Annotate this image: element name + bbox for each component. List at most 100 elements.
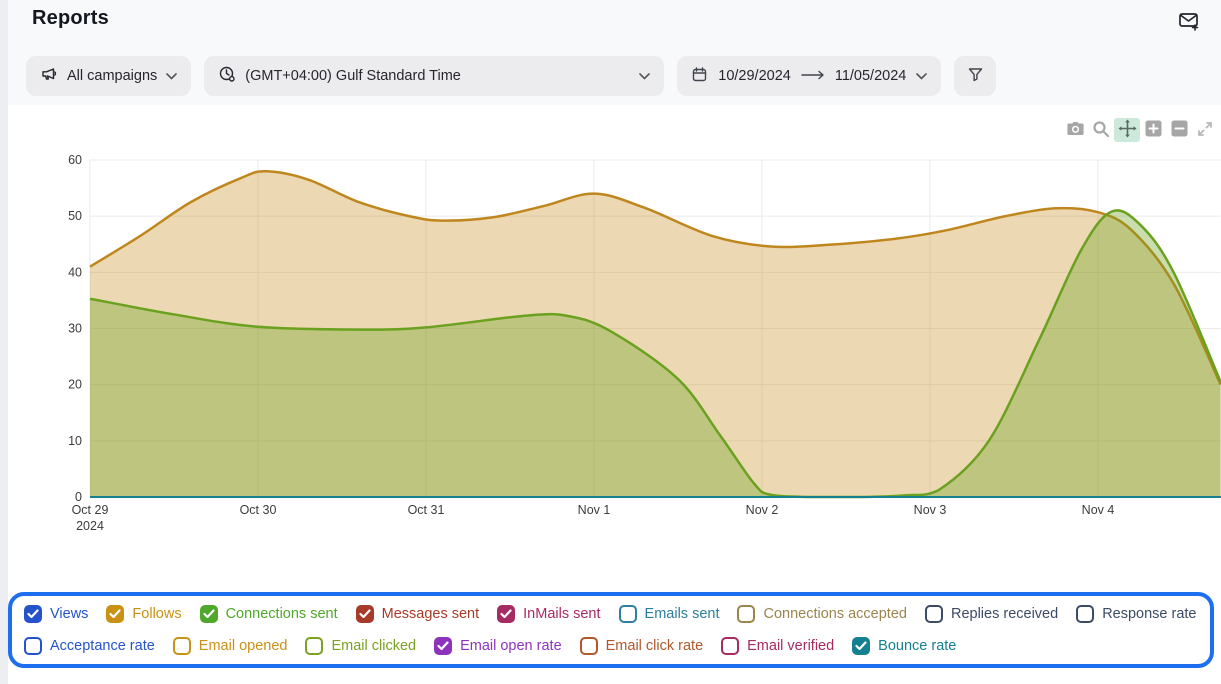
chart-modebar: [1062, 118, 1218, 142]
minus-square-icon: [1171, 120, 1188, 140]
box-zoom-button[interactable]: [1088, 118, 1114, 142]
checkbox-email-clicked[interactable]: [305, 637, 324, 655]
series-connections-sent-line: [89, 209, 1221, 499]
zoom-out-button[interactable]: [1166, 118, 1192, 142]
legend-item-email-open-rate[interactable]: Email open rate: [434, 630, 562, 662]
legend-label: Acceptance rate: [50, 638, 155, 654]
checkmark-icon: [359, 609, 371, 619]
checkbox-replies-received[interactable]: [924, 605, 943, 623]
legend-label: Replies received: [950, 606, 1059, 622]
checkbox-acceptance-rate[interactable]: [24, 637, 42, 655]
legend-item-follows[interactable]: Follows: [106, 598, 182, 630]
chart-card: 0 10 20 30 40 50 60 Oct 29 2024 Oct 30 Oct 31 Nov 1…: [8, 105, 1221, 585]
x-tick-label: Oct 29: [72, 503, 109, 517]
filter-button[interactable]: [954, 56, 997, 96]
legend-label: Email opened: [198, 638, 288, 654]
megaphone-icon: [40, 65, 58, 87]
arrow-right-icon: [801, 68, 825, 84]
legend-label: InMails sent: [523, 606, 601, 622]
timezone-dropdown[interactable]: (GMT+04:00) Gulf Standard Time: [204, 56, 665, 96]
legend-item-acceptance-rate[interactable]: Acceptance rate: [24, 630, 155, 662]
y-tick-label: 0: [75, 490, 82, 504]
legend-item-views[interactable]: Views: [24, 598, 88, 630]
magnifier-icon: [1092, 120, 1110, 141]
download-plot-button[interactable]: [1062, 118, 1088, 142]
legend-item-response-rate[interactable]: Response rate: [1076, 598, 1197, 630]
date-range-picker[interactable]: 10/29/2024 11/05/2024: [677, 56, 942, 96]
checkmark-icon: [109, 609, 122, 619]
checkbox-follows[interactable]: [106, 605, 125, 623]
checkbox-emails-sent[interactable]: [618, 605, 637, 623]
campaigns-dropdown-label: All campaigns: [67, 68, 158, 84]
filter-bar: All campaigns (GMT+04:00) Gulf Standard …: [26, 56, 997, 96]
date-range-end: 11/05/2024: [834, 68, 907, 84]
chevron-down-icon: [166, 68, 178, 84]
checkbox-email-click-rate[interactable]: [579, 637, 598, 655]
funnel-icon: [967, 66, 984, 87]
legend-item-email-click-rate[interactable]: Email click rate: [579, 630, 704, 662]
legend-label: Views: [50, 606, 89, 622]
autoscale-button[interactable]: [1192, 118, 1218, 142]
reports-area-chart[interactable]: 0 10 20 30 40 50 60 Oct 29 2024 Oct 30 Oct 31 Nov 1…: [8, 105, 1221, 585]
expand-arrows-icon: [1196, 120, 1214, 141]
legend-item-connections-sent[interactable]: Connections sent: [199, 598, 338, 630]
calendar-icon: [691, 66, 708, 87]
legend-label: Connections sent: [225, 606, 338, 622]
legend-label: Emails sent: [644, 606, 720, 622]
y-tick-label: 60: [68, 153, 82, 167]
pan-arrows-icon: [1118, 119, 1137, 141]
checkbox-inmails-sent[interactable]: [497, 605, 516, 623]
checkmark-icon: [855, 641, 867, 651]
checkbox-connections-sent[interactable]: [199, 605, 218, 623]
legend-item-email-verified[interactable]: Email verified: [721, 630, 834, 662]
legend-label: Email click rate: [605, 638, 704, 654]
checkbox-messages-sent[interactable]: [355, 605, 374, 623]
legend-label: Messages sent: [381, 606, 480, 622]
checkbox-email-verified[interactable]: [721, 637, 740, 655]
checkbox-email-open-rate[interactable]: [434, 637, 453, 655]
pan-button[interactable]: [1114, 118, 1140, 142]
legend-item-connections-accepted[interactable]: Connections accepted: [737, 598, 907, 630]
series-connections-sent-area: [90, 210, 1221, 498]
timezone-dropdown-label: (GMT+04:00) Gulf Standard Time: [245, 68, 461, 84]
campaigns-dropdown[interactable]: All campaigns: [26, 56, 192, 96]
legend-label: Email verified: [747, 638, 835, 654]
legend-item-email-clicked[interactable]: Email clicked: [305, 630, 416, 662]
x-tick-label: 2024: [76, 519, 104, 533]
chevron-down-icon: [639, 68, 651, 84]
legend-item-bounce-rate[interactable]: Bounce rate: [852, 630, 956, 662]
clock-settings-icon: [218, 65, 236, 87]
legend-label: Follows: [132, 606, 182, 622]
envelope-plus-icon: [1176, 13, 1202, 37]
series-follows-line: [89, 169, 1221, 386]
left-edge-strip: [0, 0, 8, 684]
page-title: Reports: [32, 7, 109, 29]
legend-label: Response rate: [1102, 606, 1197, 622]
series-follows-area: [90, 171, 1221, 497]
checkbox-views[interactable]: [24, 605, 42, 623]
checkbox-email-opened[interactable]: [172, 637, 191, 655]
legend-item-email-opened[interactable]: Email opened: [172, 630, 288, 662]
checkmark-icon: [202, 609, 215, 619]
checkbox-connections-accepted[interactable]: [737, 605, 756, 623]
x-tick-label: Nov 3: [914, 503, 947, 517]
metrics-legend: Views Follows Connections sent Messages sen…: [8, 592, 1214, 668]
legend-item-inmails-sent[interactable]: InMails sent: [497, 598, 601, 630]
y-tick-label: 50: [68, 209, 82, 223]
zoom-in-button[interactable]: [1140, 118, 1166, 142]
x-tick-label: Oct 31: [408, 503, 445, 517]
legend-item-replies-received[interactable]: Replies received: [924, 598, 1059, 630]
camera-icon: [1066, 121, 1085, 140]
x-tick-label: Nov 1: [578, 503, 611, 517]
checkmark-icon: [437, 641, 449, 651]
new-message-button[interactable]: [1175, 8, 1203, 36]
legend-label: Email clicked: [331, 638, 417, 654]
checkbox-response-rate[interactable]: [1076, 605, 1095, 623]
legend-label: Bounce rate: [878, 638, 957, 654]
legend-item-emails-sent[interactable]: Emails sent: [618, 598, 720, 630]
checkbox-bounce-rate[interactable]: [852, 637, 871, 655]
y-tick-label: 20: [68, 378, 82, 392]
chevron-down-icon: [916, 68, 928, 84]
legend-item-messages-sent[interactable]: Messages sent: [355, 598, 480, 630]
checkmark-icon: [27, 609, 39, 619]
